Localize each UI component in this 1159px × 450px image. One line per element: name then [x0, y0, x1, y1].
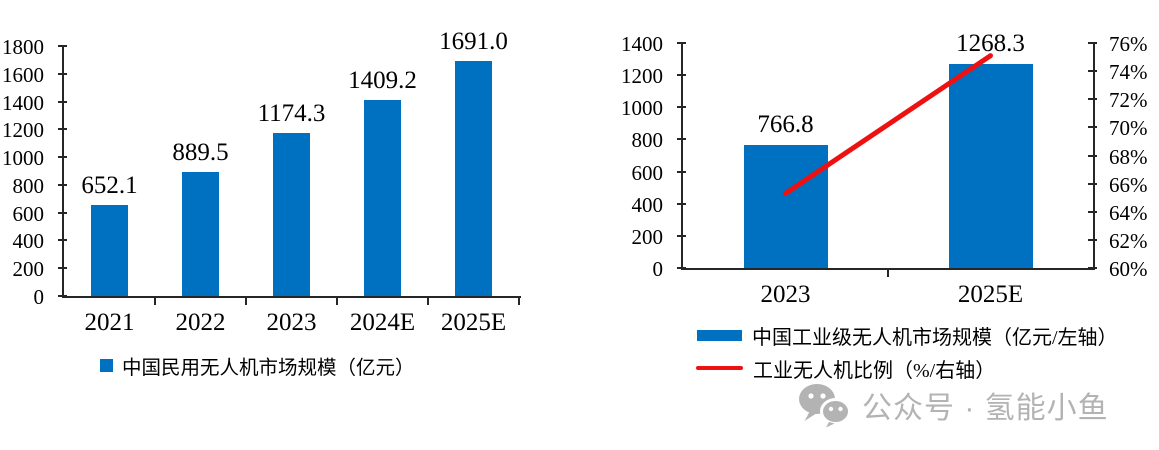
y-axis-line — [681, 43, 683, 270]
y-axis-tick-mark — [677, 170, 686, 173]
bar-value-label: 652.1 — [81, 172, 138, 200]
secondary-y-axis-tick-mark — [1088, 126, 1097, 129]
chart2-line-legend-swatch — [696, 366, 743, 370]
x-axis-tick-mark — [154, 298, 156, 305]
secondary-y-axis-tick-label: 74% — [1109, 60, 1148, 85]
y-axis-tick-mark — [677, 138, 686, 141]
y-axis-tick-label: 1200 — [621, 64, 663, 89]
bar — [182, 172, 219, 296]
y-axis-tick-label: 800 — [631, 128, 664, 153]
y-axis-tick-mark — [677, 106, 686, 109]
y-axis-tick-label: 400 — [631, 192, 664, 217]
y-axis-tick-label: 1000 — [2, 146, 44, 171]
y-axis-tick-mark — [677, 267, 686, 269]
chart2-line-legend-label: 工业无人机比例（%/右轴） — [753, 359, 996, 382]
secondary-y-axis-tick-mark — [1088, 267, 1097, 269]
secondary-y-axis-tick-mark — [1088, 238, 1097, 241]
secondary-y-axis-tick-label: 70% — [1109, 116, 1148, 141]
watermark-text: 公众号 · 氢能小鱼 — [862, 392, 1109, 425]
chart2-legend-bar-series: 中国工业级无人机市场规模（亿元/左轴） — [697, 322, 1118, 349]
y-axis-tick-label: 200 — [12, 257, 45, 282]
bar-value-label: 1174.3 — [257, 99, 326, 127]
y-axis-tick-mark — [677, 74, 686, 77]
y-axis-tick-mark — [677, 42, 686, 44]
y-axis-tick-mark — [58, 239, 67, 242]
y-axis-tick-label: 1600 — [2, 62, 44, 87]
x-axis-tick-label: 2021 — [84, 309, 135, 336]
x-axis-tick-mark — [518, 298, 520, 305]
x-axis-tick-label: 2025E — [440, 309, 507, 336]
bar — [455, 61, 492, 296]
y-axis-tick-mark — [58, 295, 67, 297]
y-axis-tick-label: 1400 — [2, 90, 44, 115]
bar-value-label: 889.5 — [172, 139, 229, 167]
secondary-y-axis-tick-mark — [1088, 98, 1097, 101]
chart2-bar-legend-swatch — [697, 329, 742, 341]
y-axis-tick-label: 1200 — [2, 118, 44, 143]
wechat-icon — [798, 382, 850, 428]
secondary-y-axis-tick-label: 68% — [1109, 144, 1148, 169]
secondary-y-axis-line — [1093, 43, 1095, 270]
y-axis-tick-mark — [677, 234, 686, 237]
x-axis-line — [62, 296, 521, 298]
secondary-y-axis-tick-mark — [1088, 42, 1097, 44]
x-axis-tick-label: 2024E — [349, 309, 416, 336]
secondary-y-axis-tick-label: 76% — [1109, 32, 1148, 56]
y-axis-tick-label: 0 — [33, 285, 45, 309]
bar-value-label: 1268.3 — [956, 30, 1025, 58]
y-axis-tick-label: 600 — [12, 201, 45, 226]
y-axis-tick-mark — [58, 100, 67, 103]
bar-value-label: 1691.0 — [439, 28, 508, 56]
secondary-y-axis-tick-label: 62% — [1109, 228, 1148, 253]
bar — [364, 100, 401, 296]
secondary-y-axis-tick-label: 66% — [1109, 172, 1148, 197]
x-axis-tick-label: 2023 — [760, 281, 811, 308]
watermark: 公众号 · 氢能小鱼 — [798, 381, 1109, 429]
chart2-legend-line-series: 工业无人机比例（%/右轴） — [696, 355, 996, 382]
y-axis-tick-label: 0 — [652, 257, 664, 281]
chart1-legend-swatch — [100, 358, 113, 372]
secondary-y-axis-tick-label: 64% — [1109, 200, 1148, 225]
y-axis-tick-label: 400 — [12, 229, 45, 254]
y-axis-tick-label: 800 — [12, 173, 45, 198]
bar — [273, 132, 310, 296]
x-axis-tick-mark — [887, 270, 889, 277]
x-axis-tick-label: 2025E — [957, 281, 1024, 308]
y-axis-tick-mark — [58, 156, 67, 159]
secondary-y-axis-tick-label: 72% — [1109, 88, 1148, 113]
x-axis-tick-label: 2022 — [175, 309, 226, 336]
y-axis-tick-mark — [58, 72, 67, 75]
x-axis-line — [681, 268, 1095, 270]
secondary-y-axis-tick-mark — [1088, 210, 1097, 213]
secondary-y-axis-tick-mark — [1088, 182, 1097, 185]
y-axis-tick-mark — [58, 267, 67, 270]
secondary-y-axis-tick-mark — [1088, 70, 1097, 73]
x-axis-tick-label: 2023 — [266, 309, 317, 336]
y-axis-tick-mark — [58, 128, 67, 131]
y-axis-tick-label: 1800 — [2, 35, 44, 59]
bar — [91, 205, 128, 296]
x-axis-tick-mark — [427, 298, 429, 305]
y-axis-line — [62, 46, 64, 298]
y-axis-tick-mark — [58, 45, 67, 47]
chart2-bar-legend-label: 中国工业级无人机市场规模（亿元/左轴） — [752, 326, 1118, 349]
chart1-legend: 中国民用无人机市场规模（亿元） — [100, 352, 415, 379]
y-axis-tick-mark — [677, 202, 686, 205]
y-axis-tick-label: 1400 — [621, 32, 663, 56]
y-axis-tick-label: 200 — [631, 224, 664, 249]
y-axis-tick-mark — [58, 183, 67, 186]
x-axis-tick-mark — [245, 298, 247, 305]
secondary-y-axis-tick-label: 60% — [1109, 257, 1148, 281]
x-axis-tick-mark — [336, 298, 338, 305]
secondary-y-axis-tick-mark — [1088, 154, 1097, 157]
y-axis-tick-mark — [58, 211, 67, 214]
chart1-legend-label: 中国民用无人机市场规模（亿元） — [122, 357, 415, 379]
y-axis-tick-label: 1000 — [621, 96, 663, 121]
y-axis-tick-label: 600 — [631, 160, 664, 185]
bar-value-label: 1409.2 — [348, 67, 417, 95]
